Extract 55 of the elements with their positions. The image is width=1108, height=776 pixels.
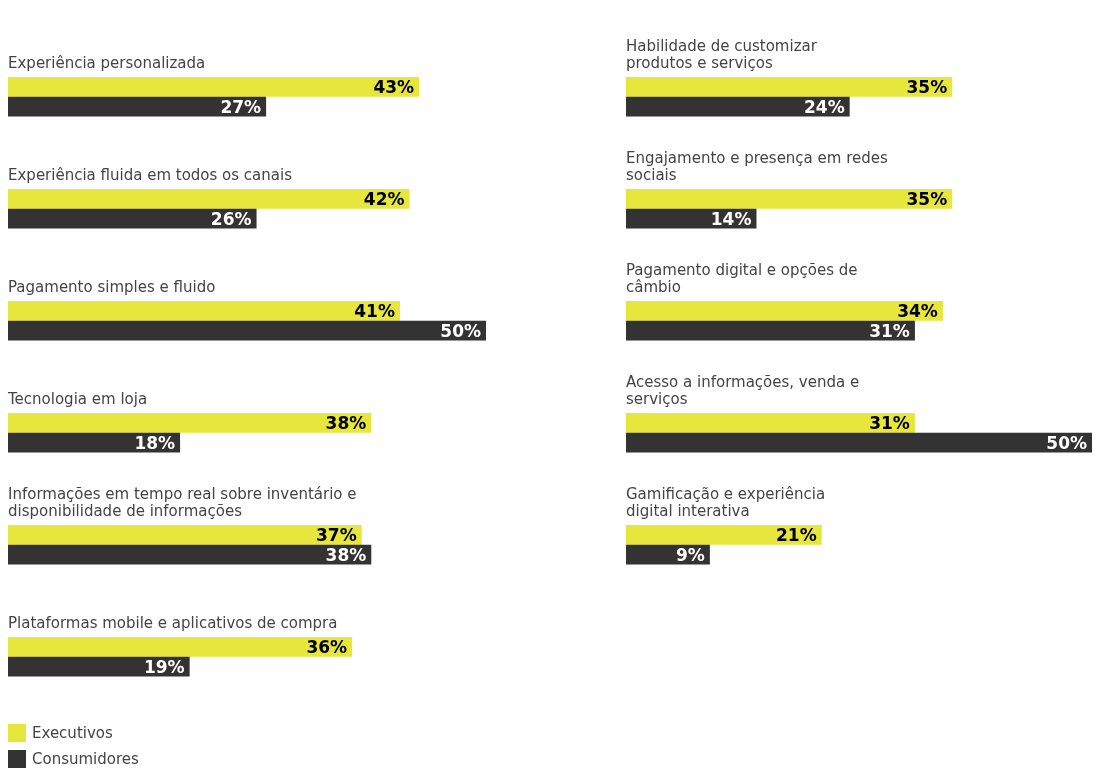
y-tick-label: Informações em tempo real sobre inventário e disponibilidade de informações [8,485,358,520]
data-label: 38% [325,412,367,433]
data-label: 19% [143,656,185,677]
data-label: 26% [210,208,252,229]
bar [626,320,915,341]
y-tick-label: Plataformas mobile e aplicativos de compra [8,614,339,632]
legend-label: Consumidores [32,750,139,768]
data-label: 36% [306,636,348,657]
y-tick-label: Tecnologia em loja [8,390,149,408]
data-label: 31% [869,412,910,433]
bar [8,413,372,433]
data-label: 42% [363,188,405,209]
bar [8,544,372,565]
data-label: 35% [906,76,948,97]
data-label: 27% [220,96,262,117]
data-label: 31% [869,320,910,341]
bar [8,656,190,677]
y-tick-label: Gamificação e experiência digital interativa [626,485,827,520]
bar [8,637,353,657]
bar [8,77,420,97]
bar [626,525,822,545]
y-tick-label: Acesso a informações, venda e serviços [626,373,861,408]
data-label: 9% [676,544,705,565]
data-label: 24% [803,96,845,117]
bar [8,189,410,209]
bar [626,77,953,97]
data-label: 50% [440,320,481,341]
bar [8,525,362,545]
y-tick-label: Habilidade de customizar produtos e serviços [626,37,818,72]
y-tick-label: Experiência fluida em todos os canais [8,166,293,184]
data-label: 34% [897,300,938,321]
data-label: 18% [134,432,176,453]
data-label: 38% [325,544,367,565]
data-label: 37% [316,524,357,545]
bar [626,301,943,321]
y-tick-label: Pagamento digital e opções de câmbio [626,261,859,296]
bar [8,301,400,321]
data-label: 41% [354,300,395,321]
bar [626,189,953,209]
bar [8,320,486,341]
legend-label: Executivos [32,724,113,742]
bar [626,96,850,117]
data-label: 21% [776,524,817,545]
bar [8,208,257,229]
y-tick-label: Pagamento simples e fluido [8,278,217,296]
data-label: 43% [373,76,415,97]
bar [8,432,181,453]
y-tick-label: Engajamento e presença em redes sociais [626,149,889,184]
data-label: 35% [906,188,948,209]
y-tick-label: Experiência personalizada [8,54,207,72]
data-label: 14% [710,208,752,229]
bar [626,432,1092,453]
data-label: 50% [1046,432,1087,453]
bar [626,413,915,433]
bar [8,96,267,117]
